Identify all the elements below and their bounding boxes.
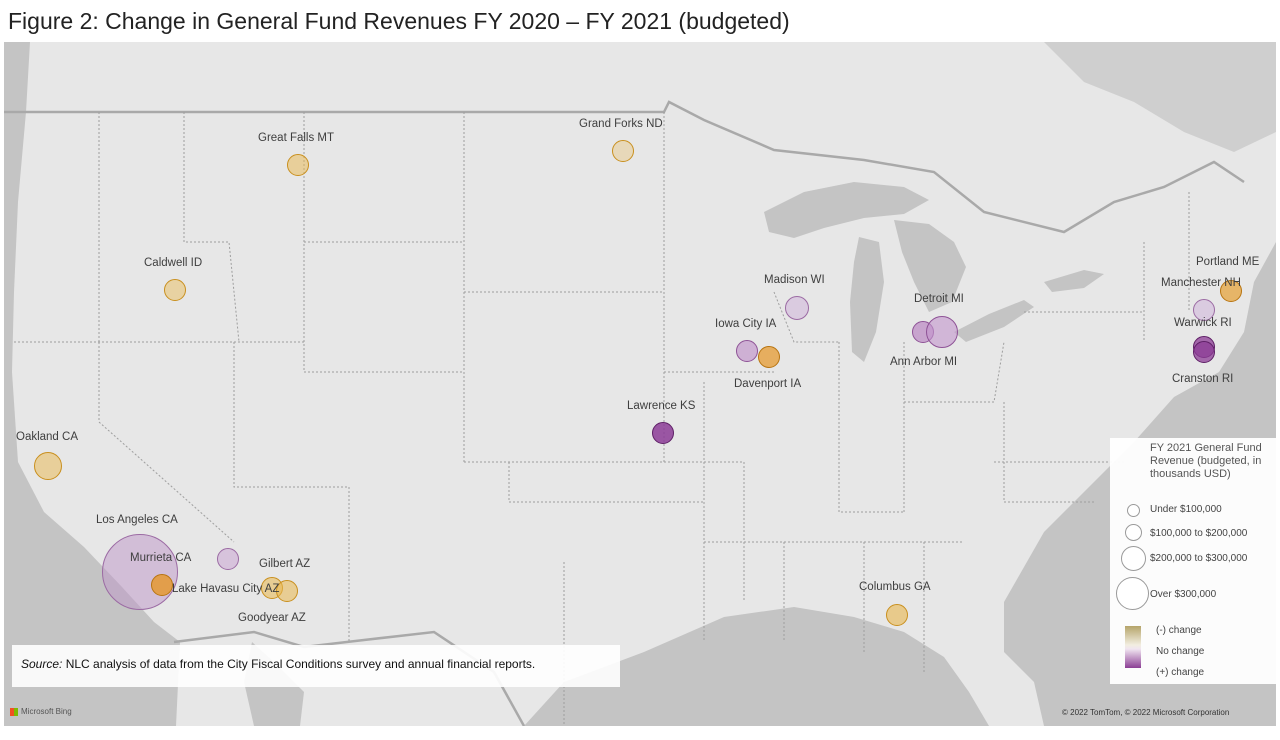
microsoft-logo-icon [10,707,18,716]
bing-attribution[interactable]: Microsoft Bing [10,707,72,716]
legend-size-label-100k-200k: $100,000 to $200,000 [1150,528,1248,539]
legend-title: FY 2021 General Fund Revenue (budgeted, … [1150,442,1262,480]
legend-size-circle-200k-300k [1121,546,1146,571]
label-oakland-ca: Oakland CA [16,431,79,443]
label-portland-me: Portland ME [1196,256,1260,268]
marker-detroit-mi[interactable] [926,316,958,348]
label-ann-arbor-mi: Ann Arbor MI [890,356,958,368]
northern-waters [1044,42,1276,152]
legend-size-label-over-300k: Over $300,000 [1150,589,1217,600]
label-warwick-ri: Warwick RI [1174,317,1232,329]
legend-size-circle-under-100k [1127,504,1140,517]
marker-goodyear-az[interactable] [276,580,298,602]
legend-color-neutral: No change [1156,646,1205,657]
state-borders [14,112,1190,726]
map-canvas[interactable]: Great Falls MT Grand Forks ND Caldwell I… [4,42,1276,726]
label-iowa-city-ia: Iowa City IA [715,318,777,330]
marker-los-angeles-ca[interactable] [102,534,178,610]
marker-davenport-ia[interactable] [758,346,780,368]
label-murrieta-ca: Murrieta CA [130,552,192,564]
marker-manchester-nh[interactable] [1193,299,1215,321]
legend-size-circle-100k-200k [1125,524,1142,541]
lake-superior [764,182,929,238]
marker-cranston-ri[interactable] [1193,341,1215,363]
legend-color-negative: (-) change [1156,625,1202,636]
label-columbus-ga: Columbus GA [859,581,931,593]
marker-grand-forks-nd[interactable] [612,140,634,162]
label-great-falls-mt: Great Falls MT [258,132,335,144]
lake-erie [954,300,1034,342]
marker-caldwell-id[interactable] [164,279,186,301]
label-lake-havasu-city-az: Lake Havasu City AZ [172,583,280,595]
lake-ontario [1044,270,1104,292]
pacific-ocean [4,42,180,726]
label-goodyear-az: Goodyear AZ [238,612,306,624]
source-text: NLC analysis of data from the City Fisca… [62,657,536,671]
marker-madison-wi[interactable] [785,296,809,320]
marker-lawrence-ks[interactable] [652,422,674,444]
lake-michigan [850,237,884,362]
label-lawrence-ks: Lawrence KS [627,400,696,412]
label-grand-forks-nd: Grand Forks ND [579,118,663,130]
source-note: Source: NLC analysis of data from the Ci… [12,645,620,687]
gulf-of-mexico [524,607,989,726]
map-copyright: © 2022 TomTom, © 2022 Microsoft Corporat… [1062,708,1230,717]
basemap [4,42,1276,726]
label-caldwell-id: Caldwell ID [144,257,203,269]
marker-portland-me[interactable] [1220,280,1242,302]
marker-oakland-ca[interactable] [34,452,62,480]
lake-huron [894,220,966,312]
marker-great-falls-mt[interactable] [287,154,309,176]
label-cranston-ri: Cranston RI [1172,373,1234,385]
legend-size-label-200k-300k: $200,000 to $300,000 [1150,553,1248,564]
marker-columbus-ga[interactable] [886,604,908,626]
label-manchester-nh: Manchester NH [1161,277,1241,289]
marker-iowa-city-ia[interactable] [736,340,758,362]
legend-size-circle-over-300k [1116,577,1149,610]
label-los-angeles-ca: Los Angeles CA [96,514,178,526]
map-legend: FY 2021 General Fund Revenue (budgeted, … [1110,438,1276,684]
international-border [4,100,1245,234]
marker-gilbert-az[interactable] [217,548,239,570]
legend-color-positive: (+) change [1156,667,1205,678]
label-detroit-mi: Detroit MI [914,293,964,305]
label-davenport-ia: Davenport IA [734,378,802,390]
legend-color-scale [1125,626,1141,668]
source-label: Source: [21,657,63,671]
legend-size-label-under-100k: Under $100,000 [1150,504,1222,515]
label-madison-wi: Madison WI [764,274,825,286]
marker-murrieta-ca[interactable] [151,574,173,596]
label-gilbert-az: Gilbert AZ [259,558,311,570]
figure-title: Figure 2: Change in General Fund Revenue… [8,8,790,34]
